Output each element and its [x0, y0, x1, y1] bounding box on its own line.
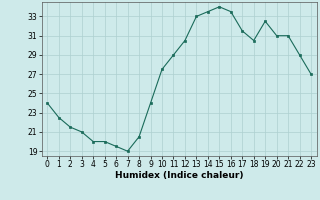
X-axis label: Humidex (Indice chaleur): Humidex (Indice chaleur) [115, 171, 244, 180]
